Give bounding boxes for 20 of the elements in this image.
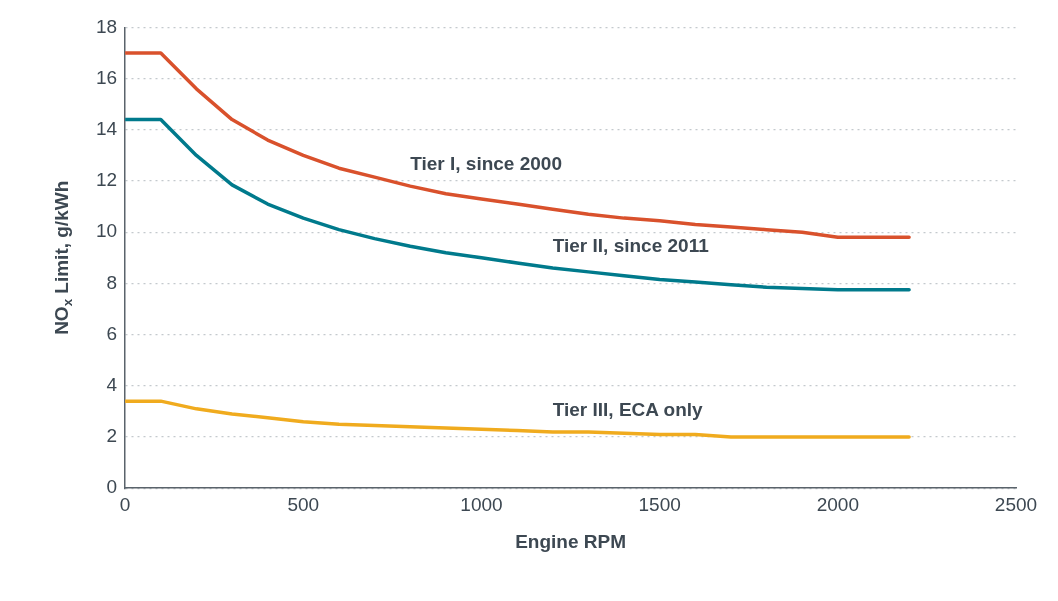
x-tick-label: 2500	[994, 493, 1038, 515]
series-label: Tier I, since 2000	[410, 153, 562, 175]
y-axis-title: NOx Limit, g/kWh	[51, 180, 76, 335]
y-tick-label: 8	[106, 271, 118, 293]
y-tick-label: 10	[95, 220, 118, 242]
y-tick-label: 12	[95, 169, 118, 191]
x-tick-label: 1500	[638, 493, 681, 515]
y-tick-label: 6	[106, 322, 118, 344]
x-tick-label: 500	[287, 493, 320, 515]
series-label: Tier III, ECA only	[552, 399, 704, 421]
x-tick-label: 2000	[816, 493, 859, 515]
x-axis-title: Engine RPM	[515, 531, 626, 553]
y-tick-label: 16	[95, 66, 118, 88]
y-tick-label: 2	[106, 425, 118, 447]
y-tick-label: 14	[95, 118, 118, 140]
x-tick-label: 1000	[460, 493, 503, 515]
y-tick-label: 18	[95, 15, 118, 37]
y-tick-label: 4	[106, 374, 118, 396]
series-label: Tier II, since 2011	[552, 235, 710, 257]
y-tick-label: 0	[106, 476, 118, 498]
